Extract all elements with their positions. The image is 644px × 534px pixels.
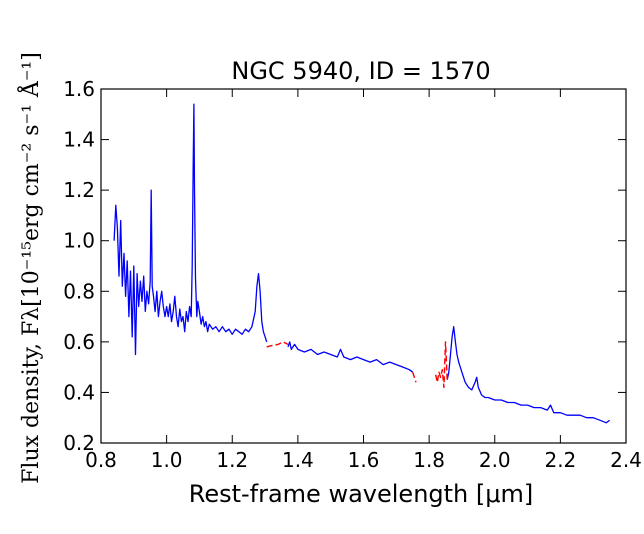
x-axis: 0.8 1.0 1.2 1.4 1.6 1.8 2.0 2.2 2.4 [85, 89, 642, 472]
interpolated-segment-2 [435, 341, 448, 389]
plot-frame [100, 88, 627, 444]
chart-title: NGC 5940, ID = 1570 [231, 57, 490, 85]
x-tick-label: 1.0 [151, 448, 183, 472]
x-tick-label: 1.8 [413, 448, 445, 472]
interpolated-segment-1 [412, 371, 417, 383]
x-tick-label: 2.2 [544, 448, 576, 472]
y-tick-label: 0.4 [63, 380, 95, 404]
x-tick-label: 1.6 [348, 448, 380, 472]
x-tick-label: 1.4 [282, 448, 314, 472]
x-tick-label: 0.8 [85, 448, 117, 472]
y-tick-label: 1.2 [63, 178, 95, 202]
x-tick-label: 1.2 [216, 448, 248, 472]
y-axis-label: Flux density, Fλ[10⁻¹⁵erg cm⁻² s⁻¹ Å⁻¹] [16, 52, 44, 484]
y-tick-label: 1.6 [63, 77, 95, 101]
spectrum-segment-2 [446, 326, 611, 424]
x-tick-label: 2.0 [479, 448, 511, 472]
y-tick-label: 1.0 [63, 229, 95, 253]
x-tick-label: 2.4 [610, 448, 642, 472]
interpolated-segment-0 [266, 341, 289, 348]
series-layer [113, 103, 611, 424]
y-tick-label: 0.6 [63, 330, 95, 354]
y-tick-label: 0.8 [63, 279, 95, 303]
spectrum-segment-1 [287, 341, 414, 373]
plot-area [100, 88, 627, 444]
y-tick-label: 1.4 [63, 128, 95, 152]
y-tick-label: 0.2 [63, 431, 95, 455]
spectrum-segment-0 [113, 103, 268, 356]
x-axis-label: Rest-frame wavelength [μm] [189, 480, 534, 508]
y-axis: 0.2 0.4 0.6 0.8 1.0 1.2 1.4 1.6 [63, 77, 626, 455]
